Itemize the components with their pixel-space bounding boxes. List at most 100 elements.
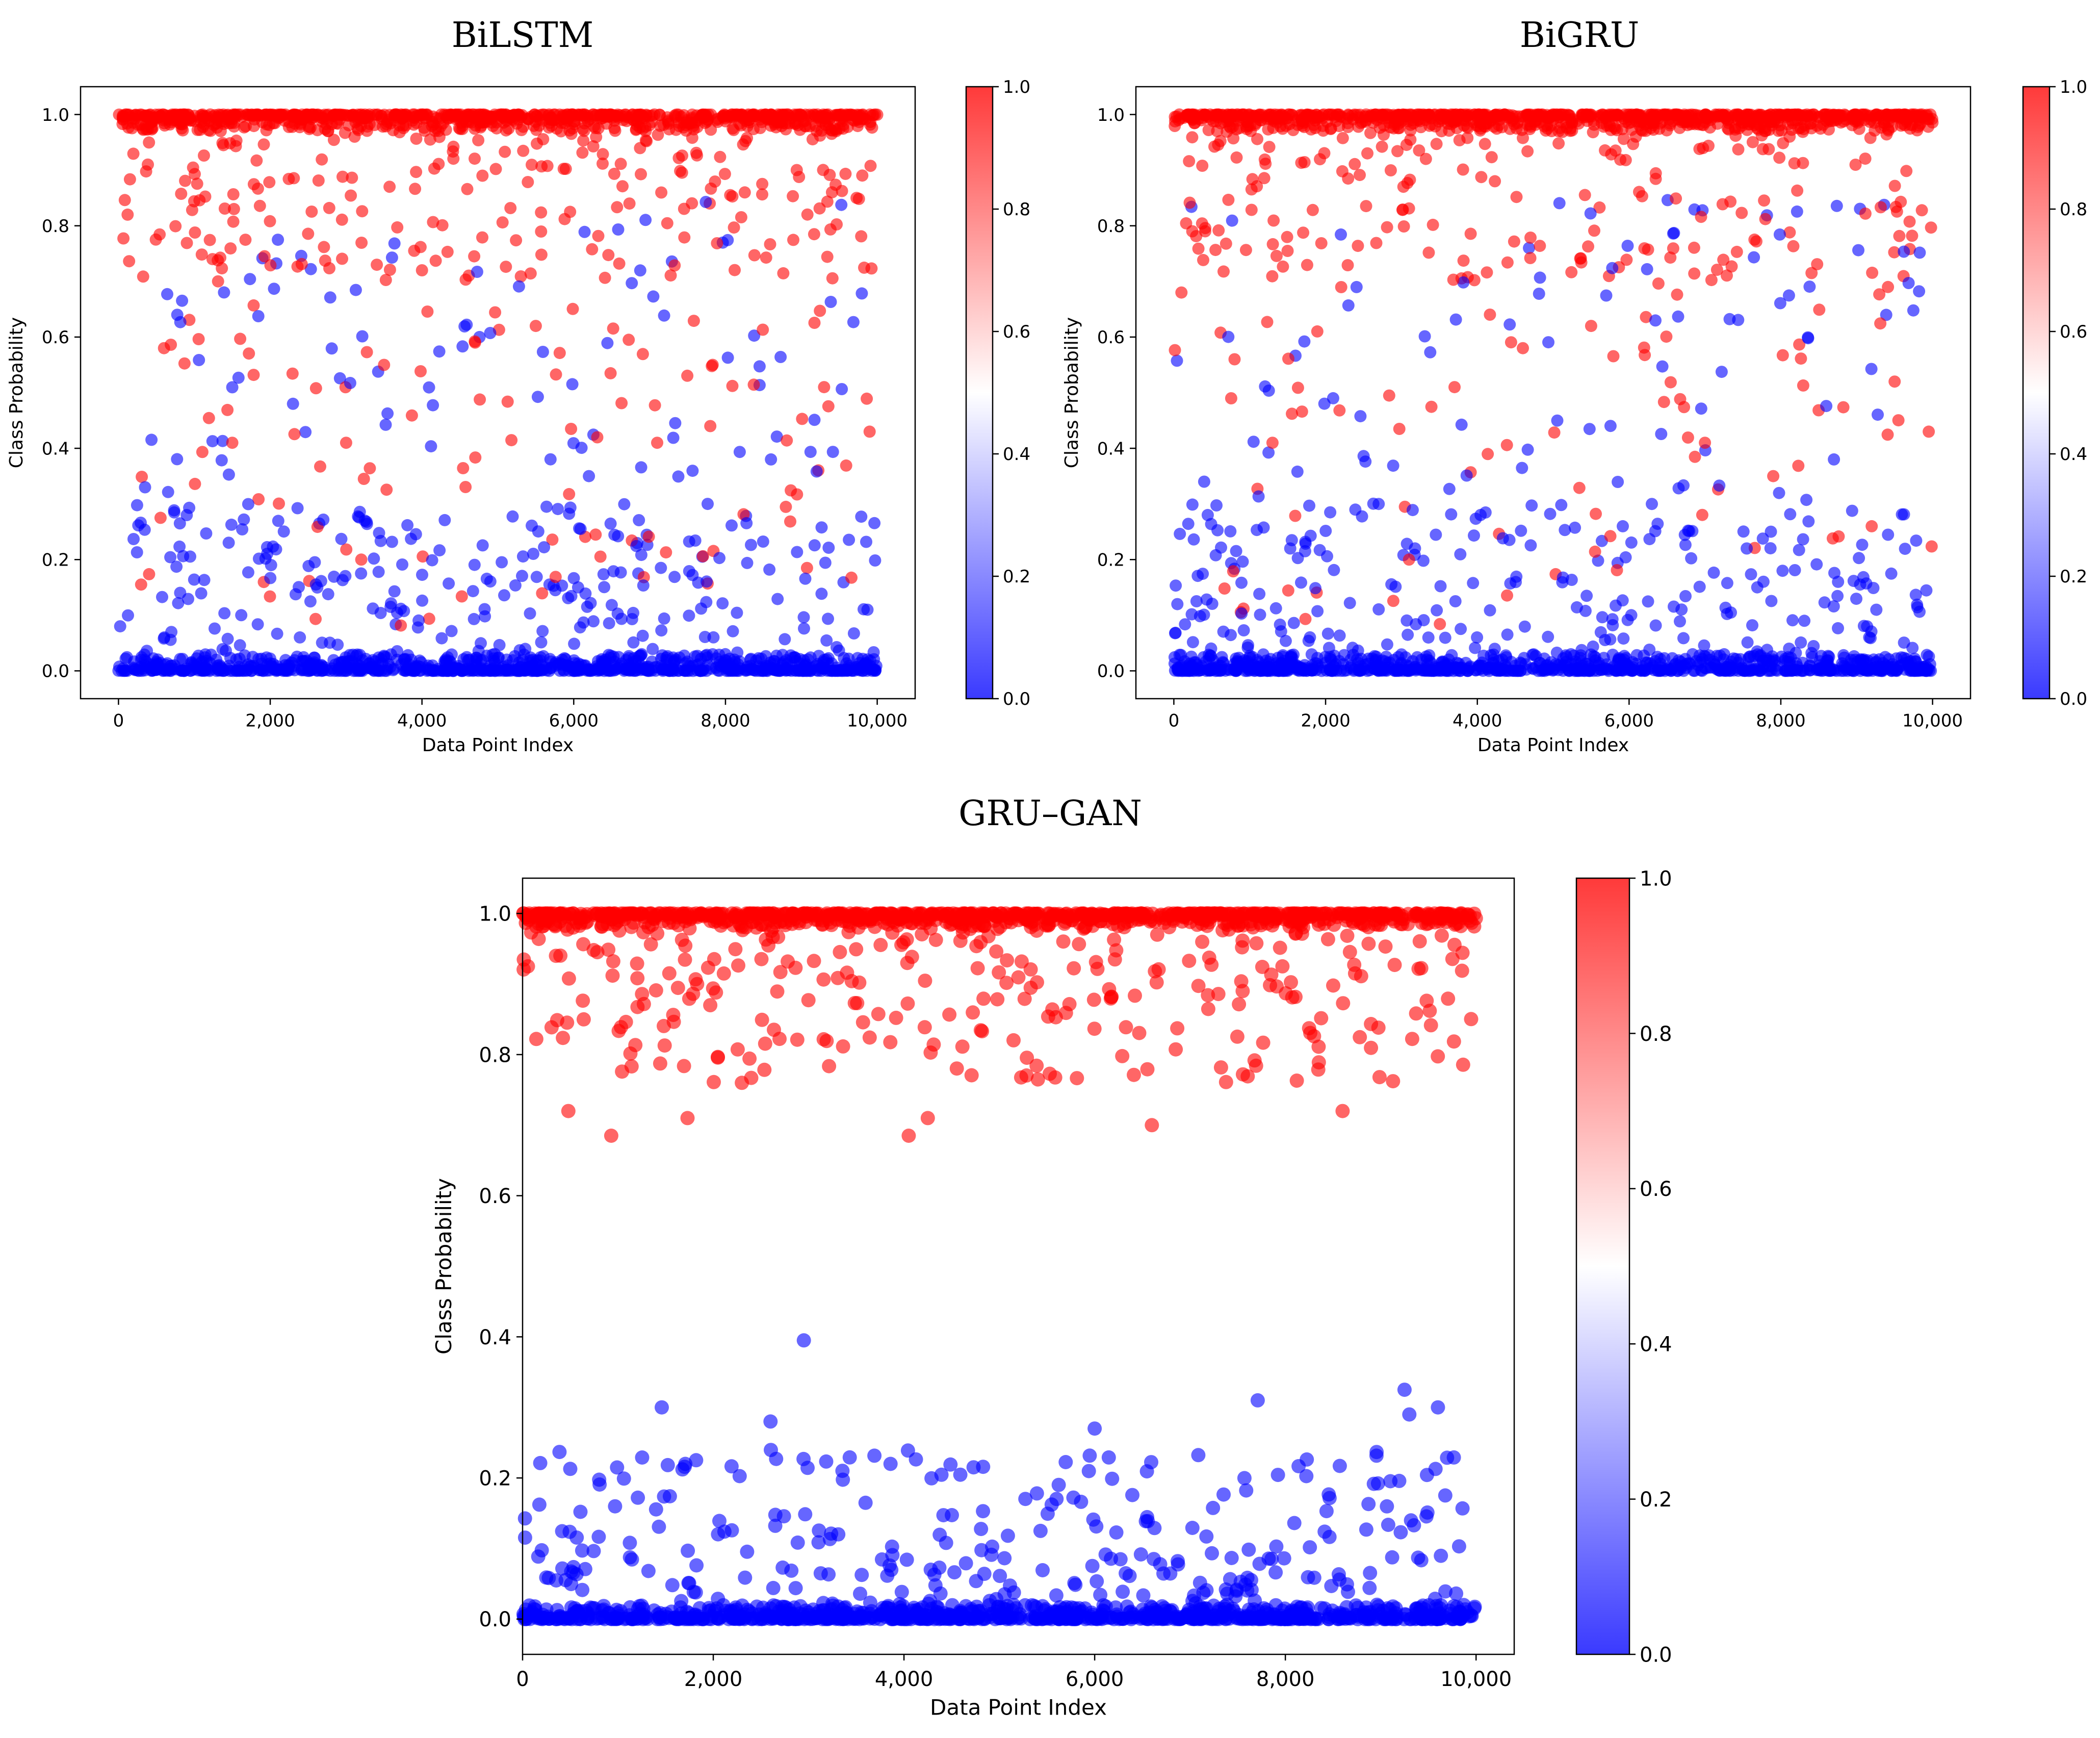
data-point [409,183,422,195]
data-point [1289,509,1302,522]
data-point [1500,439,1513,451]
data-point [1583,423,1596,436]
data-point [726,379,739,392]
data-point [1269,602,1282,615]
data-point [594,550,607,563]
data-point [188,573,200,586]
data-point [1333,404,1346,417]
data-point [598,581,611,594]
data-point [756,188,768,201]
data-point [1503,318,1516,331]
data-point [1797,157,1809,169]
data-point [264,215,276,227]
data-point [1492,110,1505,122]
data-point [436,219,449,232]
data-point [1732,314,1745,326]
data-point [476,539,489,552]
data-point [572,581,584,594]
data-point [1314,153,1326,166]
data-point [1589,545,1601,558]
data-point [1501,589,1513,602]
data-point [385,535,398,548]
data-point [729,264,741,276]
data-point [544,453,557,466]
data-point [1356,510,1368,523]
data-point [173,540,186,553]
data-point [198,149,210,162]
data-point [1607,350,1620,363]
data-point [586,243,599,255]
data-point [607,565,620,578]
data-point [1892,414,1905,427]
data-point [771,593,784,605]
data-point [1359,455,1372,468]
data-point [222,468,235,481]
data-point [741,120,754,133]
data-point [288,172,300,185]
x-tick-label: 10,000 [1902,711,1963,731]
data-point [808,228,820,241]
data-point [590,660,603,673]
data-point [845,571,858,584]
plot-frame [80,86,916,700]
data-point [1274,618,1286,631]
data-point [799,572,812,585]
data-point [1552,137,1565,150]
data-point [1888,375,1901,388]
data-point [180,237,193,249]
data-point [576,146,589,159]
data-point [1786,614,1799,627]
data-point [445,625,458,637]
data-point [1719,601,1732,614]
data-point [1266,238,1279,250]
data-point [1588,224,1600,237]
data-point [114,620,126,633]
data-point [158,632,170,645]
data-point [315,575,327,587]
data-point [1570,115,1583,127]
data-point [433,345,446,358]
data-point [1247,436,1260,448]
data-point [372,651,385,664]
data-point [1222,193,1235,206]
data-point [1200,593,1213,606]
data-point [168,506,180,519]
data-point [1175,286,1188,299]
data-point [268,283,280,295]
colorbar-gradient [2022,86,2051,700]
data-point [623,334,635,346]
data-point [122,121,135,134]
data-point [567,437,580,450]
data-point [1610,599,1622,612]
y-axis-label: Class Probability [6,317,27,468]
data-point [1224,525,1237,538]
data-point [195,587,208,600]
data-point [641,1564,656,1578]
data-point [864,660,876,673]
data-point [143,568,155,580]
data-point [1767,470,1780,482]
data-point [340,437,352,449]
data-point [718,168,731,181]
data-point [1311,605,1324,618]
data-point [244,273,256,286]
data-point [1619,154,1632,166]
data-point [350,657,363,670]
data-point [1430,528,1442,541]
data-point [162,485,174,498]
data-point [1072,937,1086,952]
data-point [1865,363,1878,375]
data-point [1656,360,1669,373]
data-point [226,437,239,449]
data-point [1242,639,1254,652]
data-point [1748,233,1761,246]
data-point [421,305,434,318]
data-point [815,587,828,600]
data-point [216,137,229,149]
data-point [1275,664,1287,677]
data-point [1425,400,1438,413]
data-point [1350,280,1363,293]
data-point [1279,634,1292,647]
data-point [516,654,529,667]
x-tick-label: 2,000 [245,711,295,731]
